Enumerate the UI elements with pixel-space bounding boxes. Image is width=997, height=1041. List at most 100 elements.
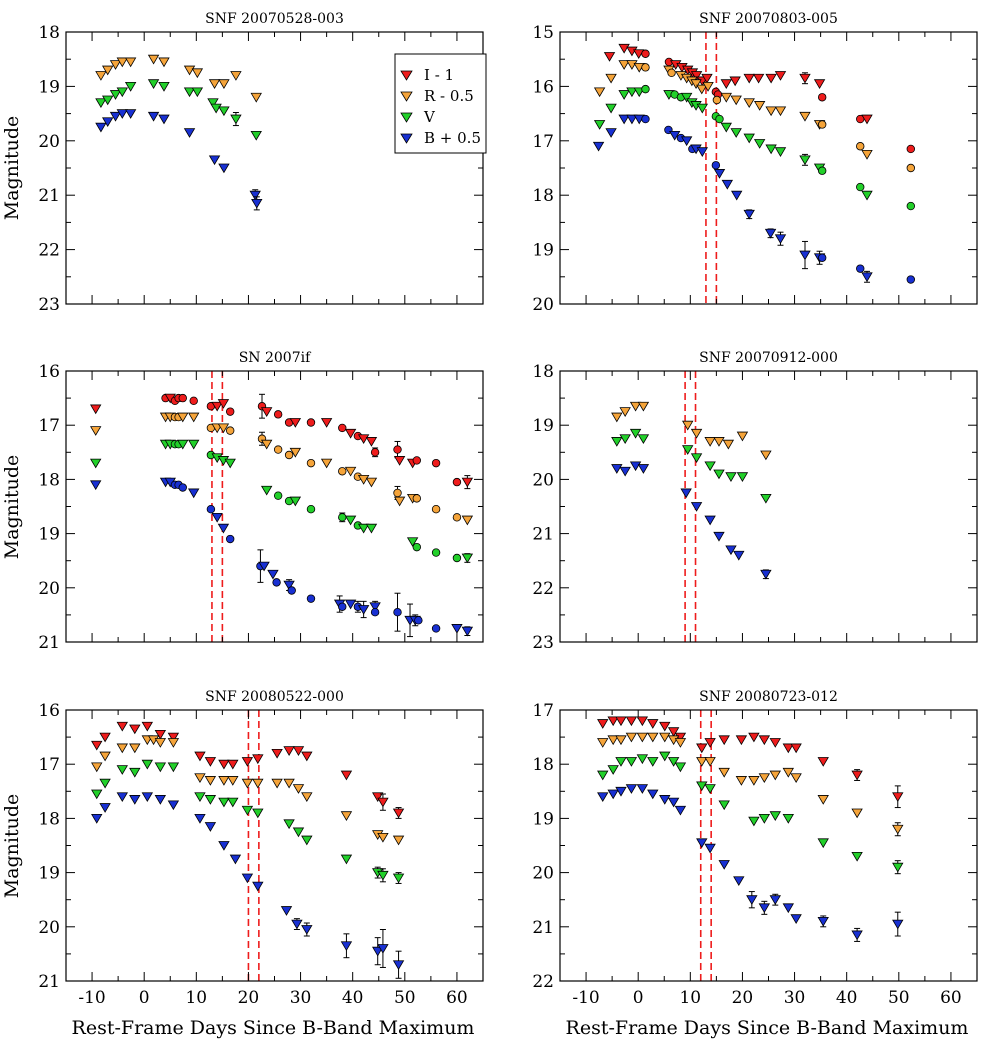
data-point-triangle	[752, 73, 765, 84]
data-point-triangle	[760, 450, 772, 461]
data-point-triangle	[241, 805, 254, 816]
data-point-triangle	[289, 496, 302, 507]
x-tick-label: -10	[572, 988, 599, 1008]
data-point-circle	[452, 477, 462, 487]
data-point-triangle	[90, 404, 102, 415]
data-point-triangle	[782, 743, 795, 754]
data-point-triangle	[183, 65, 196, 76]
data-point-triangle	[451, 624, 463, 634]
data-point-triangle	[704, 437, 716, 447]
plot-frame	[559, 709, 978, 982]
legend-marker-r	[400, 91, 413, 102]
data-point-triangle	[158, 82, 170, 92]
data-point-triangle	[720, 79, 732, 89]
panel-title: SN 2007if	[239, 350, 312, 366]
data-point-circle	[306, 418, 316, 427]
legend-item-i: I - 1	[400, 66, 454, 84]
x-tick-label: 30	[290, 988, 312, 1008]
data-point-triangle	[301, 925, 313, 935]
data-point-triangle	[626, 60, 638, 70]
data-point-triangle	[611, 437, 623, 447]
data-point-triangle	[892, 792, 904, 803]
data-point-triangle	[619, 466, 631, 477]
data-point-triangle	[357, 605, 370, 615]
data-point-circle	[412, 456, 422, 465]
x-tick-label: 60	[940, 988, 962, 1008]
data-point-triangle	[230, 71, 242, 81]
x-tick-label: 0	[633, 988, 644, 1008]
data-point-triangle	[735, 776, 748, 786]
data-point-triangle	[147, 79, 160, 89]
y-tick-label: 21	[38, 633, 60, 653]
data-point-triangle	[618, 90, 630, 100]
data-point-circle	[178, 393, 187, 403]
data-point-circle	[273, 445, 283, 454]
data-point-triangle	[647, 719, 659, 729]
data-point-triangle	[204, 757, 217, 767]
data-point-triangle	[861, 190, 873, 201]
data-point-triangle	[611, 412, 623, 423]
y-tick-label: 20	[532, 295, 554, 315]
series-v	[611, 428, 772, 504]
data-point-triangle	[629, 401, 642, 412]
data-point-triangle	[252, 881, 264, 892]
data-point-triangle	[461, 626, 474, 637]
data-point-triangle	[637, 464, 650, 474]
data-point-triangle	[340, 770, 353, 781]
data-point-triangle	[704, 515, 716, 526]
data-point-triangle	[102, 65, 114, 76]
data-point-triangle	[154, 795, 167, 805]
x-tick-label: 60	[446, 988, 468, 1008]
data-point-triangle	[218, 776, 230, 786]
data-point-triangle	[461, 553, 474, 564]
series-v	[91, 759, 405, 884]
data-point-triangle	[722, 439, 735, 450]
y-tick-label: 17	[38, 755, 60, 775]
data-point-triangle	[167, 800, 180, 811]
data-point-triangle	[704, 461, 716, 472]
data-point-triangle	[99, 751, 111, 762]
data-point-triangle	[851, 930, 863, 941]
data-point-circle	[393, 607, 402, 617]
y-tick-label: 18	[38, 23, 60, 43]
data-point-triangle	[260, 407, 273, 417]
data-point-triangle	[291, 919, 303, 930]
data-point-triangle	[774, 106, 787, 117]
data-point-triangle	[271, 778, 283, 789]
data-point-triangle	[733, 876, 745, 887]
data-point-triangle	[619, 407, 631, 417]
y-tick-label: 21	[532, 525, 554, 545]
y-tick-label: 19	[38, 525, 60, 545]
data-point-triangle	[340, 854, 353, 865]
data-point-triangle	[102, 117, 114, 128]
data-point-triangle	[696, 757, 708, 767]
data-point-circle	[641, 84, 650, 94]
data-point-triangle	[129, 767, 141, 778]
data-point-triangle	[647, 789, 659, 800]
data-point-triangle	[124, 57, 137, 68]
data-point-triangle	[102, 95, 114, 106]
data-point-triangle	[406, 537, 419, 548]
data-point-triangle	[95, 98, 107, 109]
data-point-circle	[225, 426, 235, 435]
data-point-triangle	[229, 854, 242, 865]
data-point-triangle	[637, 434, 650, 445]
panel-2: SNF 20070803-005 15 16 17 18 19 20	[532, 11, 978, 315]
data-point-triangle	[188, 488, 200, 499]
data-point-circle	[306, 458, 316, 468]
data-point-circle	[284, 450, 294, 460]
data-point-triangle	[704, 784, 716, 794]
x-tick-label: 40	[836, 988, 858, 1008]
data-point-circle	[715, 114, 724, 124]
series-i	[91, 721, 405, 819]
data-point-triangle	[636, 784, 649, 794]
data-point-circle	[412, 542, 422, 552]
data-point-triangle	[625, 716, 638, 727]
data-point-triangle	[746, 895, 758, 905]
x-tick-label: 10	[185, 988, 207, 1008]
data-point-triangle	[280, 906, 293, 916]
data-point-triangle	[713, 169, 726, 179]
y-tick-label: 21	[38, 972, 60, 992]
data-point-triangle	[250, 130, 262, 141]
